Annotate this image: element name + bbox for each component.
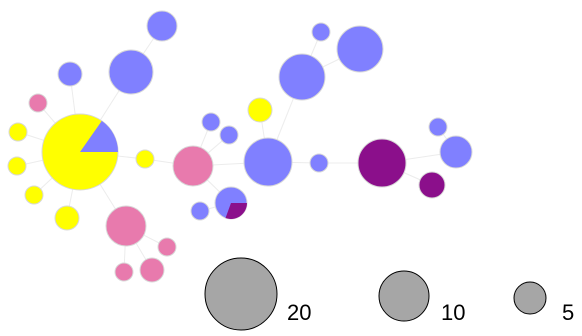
node-circle-b2 (108, 49, 154, 95)
node-y3 (24, 185, 44, 205)
node-circle-b1 (57, 61, 83, 87)
node-b3 (146, 10, 178, 42)
node-b7 (190, 201, 210, 221)
node-b13 (439, 135, 473, 169)
node-circle-b10 (278, 53, 326, 101)
node-circle-b8 (243, 137, 293, 187)
size-legend: 20 10 5 (204, 257, 574, 331)
node-b10 (278, 53, 326, 101)
node-circle-b7 (190, 201, 210, 221)
legend-label-5: 5 (562, 300, 574, 325)
legend-label-20: 20 (287, 300, 311, 325)
node-b6 (214, 186, 248, 220)
nodes (7, 10, 473, 283)
node-circle-b12 (311, 22, 331, 42)
node-circle-b4 (201, 112, 221, 132)
legend-circle-10 (378, 270, 430, 322)
node-b14 (428, 117, 448, 137)
node-p2 (105, 205, 147, 247)
node-circle-y1 (8, 122, 28, 142)
node-circle-b9 (309, 153, 329, 173)
node-b12 (311, 22, 331, 42)
node-circle-b3 (146, 10, 178, 42)
node-circle-y2 (7, 156, 27, 176)
node-y4 (54, 205, 80, 231)
node-circle-p3 (157, 237, 177, 257)
node-p4 (139, 257, 165, 283)
node-b4 (201, 112, 221, 132)
node-circle-p1 (28, 93, 48, 113)
node-circle-y4 (54, 205, 80, 231)
node-circle-b5 (219, 125, 239, 145)
node-circle-y5 (135, 149, 155, 169)
node-b2 (108, 49, 154, 95)
node-wedge-b6 (225, 203, 247, 219)
node-hub (41, 113, 119, 191)
node-circle-b11 (336, 25, 384, 73)
node-y5 (135, 149, 155, 169)
node-y1 (8, 122, 28, 142)
node-circle-u1 (357, 138, 407, 188)
node-b11 (336, 25, 384, 73)
node-circle-b14 (428, 117, 448, 137)
node-circle-y3 (24, 185, 44, 205)
node-b8 (243, 137, 293, 187)
legend-label-10: 10 (441, 300, 465, 325)
node-circle-b13 (439, 135, 473, 169)
node-circle-y6 (247, 97, 273, 123)
node-u1 (357, 138, 407, 188)
node-p5 (114, 262, 134, 282)
node-u2 (418, 171, 446, 199)
node-circle-p6 (172, 145, 214, 187)
node-y6 (247, 97, 273, 123)
node-circle-p5 (114, 262, 134, 282)
legend-circle-5 (513, 281, 547, 315)
node-b9 (309, 153, 329, 173)
node-p3 (157, 237, 177, 257)
node-b1 (57, 61, 83, 87)
node-circle-p2 (105, 205, 147, 247)
node-circle-p4 (139, 257, 165, 283)
node-b5 (219, 125, 239, 145)
node-y2 (7, 156, 27, 176)
node-wedge-hub (80, 120, 118, 152)
node-circle-u2 (418, 171, 446, 199)
legend-circle-20 (204, 257, 278, 331)
node-p1 (28, 93, 48, 113)
node-p6 (172, 145, 214, 187)
